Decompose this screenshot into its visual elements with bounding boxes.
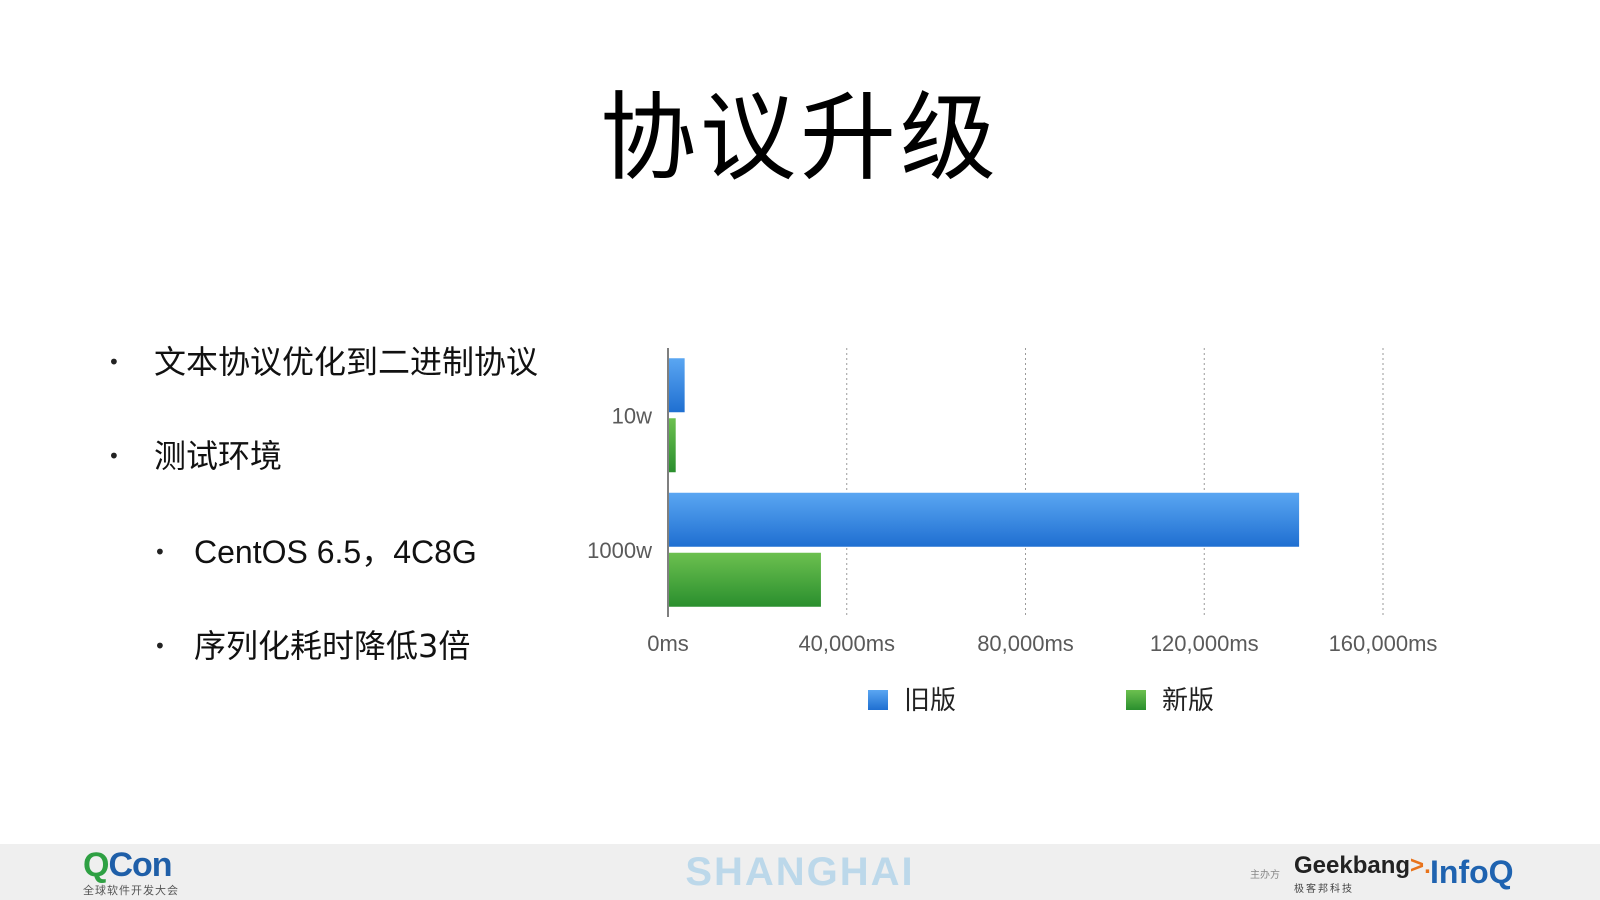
bullet-dot: • <box>154 540 166 564</box>
infoq-logo: InfoQ <box>1430 854 1514 890</box>
qcon-logo: QCon 全球软件开发大会 <box>83 846 193 897</box>
geekbang-wordmark: Geekbang <box>1294 852 1411 879</box>
sponsor-logos: 主办方 Geekbang>. 极客邦科技 InfoQ <box>1250 852 1590 896</box>
legend-swatch <box>1126 690 1146 710</box>
bar-old <box>669 492 1300 547</box>
bar-old <box>669 358 685 413</box>
bar-new <box>669 418 676 473</box>
bullet-text: 测试环境 <box>154 437 283 475</box>
qcon-subtitle: 全球软件开发大会 <box>83 884 179 897</box>
bullet-text: 序列化耗时降低3倍 <box>194 627 471 665</box>
legend-label: 旧版 <box>904 686 956 716</box>
qcon-wordmark: QCon <box>83 846 173 884</box>
x-tick-label: 120,000ms <box>1150 631 1259 656</box>
slide-title: 协议升级 <box>600 82 1000 194</box>
city-watermark: SHANGHAI <box>685 850 915 894</box>
qcon-q: Q <box>83 846 109 884</box>
geekbang-arrow: >. <box>1410 852 1431 879</box>
x-tick-label: 0ms <box>647 631 689 656</box>
x-tick-label: 40,000ms <box>798 631 895 656</box>
bar-new <box>669 552 821 607</box>
bullet-dot: • <box>108 444 120 468</box>
footer-bar: QCon 全球软件开发大会 SHANGHAI 主办方 Geekbang>. 极客… <box>0 844 1600 900</box>
x-tick-label: 80,000ms <box>977 631 1074 656</box>
bullet-text: CentOS 6.5，4C8G <box>194 534 477 570</box>
bullet-dot: • <box>108 350 120 374</box>
category-label: 10w <box>612 403 652 428</box>
category-label: 1000w <box>587 538 652 563</box>
host-label: 主办方 <box>1250 870 1280 881</box>
legend-swatch <box>868 690 888 710</box>
legend-label: 新版 <box>1162 686 1214 716</box>
geekbang-subtitle: 极客邦科技 <box>1294 884 1354 895</box>
geekbang-logo: Geekbang>. <box>1294 852 1431 880</box>
bar-chart: 10w 1000w 0ms 40,000ms 80,000ms 120,000ms 160,… <box>587 348 1438 716</box>
bullet-dot: • <box>154 634 166 658</box>
bullet-text: 文本协议优化到二进制协议 <box>154 343 539 381</box>
qcon-con: Con <box>108 846 172 884</box>
x-tick-label: 160,000ms <box>1329 631 1438 656</box>
